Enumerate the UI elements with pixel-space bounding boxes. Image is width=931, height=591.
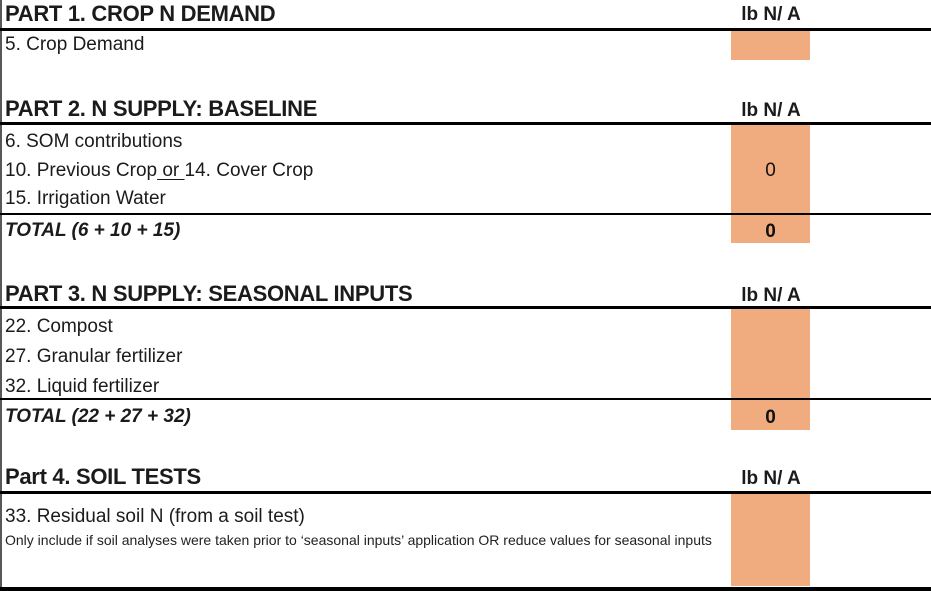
rule-bottom [0, 587, 931, 591]
rule-part1-header [0, 28, 931, 31]
or-underlined: or [157, 160, 185, 181]
row-label-compost: 22. Compost [5, 316, 113, 337]
row-label-irrigation-water: 15. Irrigation Water [5, 188, 166, 209]
rule-part2-total [0, 213, 931, 215]
rule-part4-header [0, 491, 931, 494]
section-title-part3: PART 3. N SUPPLY: SEASONAL INPUTS [5, 281, 413, 306]
total-cell-seasonal[interactable] [731, 400, 810, 430]
total-value-seasonal: 0 [765, 407, 776, 428]
rule-part3-header [0, 306, 931, 309]
sheet-left-border [0, 0, 2, 591]
total-cell-baseline[interactable] [731, 215, 810, 243]
row-label-crop-demand: 5. Crop Demand [5, 34, 145, 55]
unit-header-part2: lb N/ A [741, 100, 801, 121]
section-title-part2: PART 2. N SUPPLY: BASELINE [5, 96, 318, 121]
row-label-granular-fertilizer: 27. Granular fertilizer [5, 346, 183, 367]
total-label-baseline: TOTAL (6 + 10 + 15) [5, 220, 181, 241]
rule-part2-header [0, 122, 931, 125]
soil-test-note: Only include if soil analyses were taken… [5, 532, 712, 548]
unit-header-part4: lb N/ A [741, 468, 801, 489]
section-title-part1: PART 1. CROP N DEMAND [5, 1, 276, 26]
total-label-seasonal: TOTAL (22 + 27 + 32) [5, 406, 191, 427]
unit-header-part3: lb N/ A [741, 285, 801, 306]
row-label-som: 6. SOM contributions [5, 131, 183, 152]
row-label-previous-or-cover-crop: 10. Previous Crop or 14. Cover Crop [5, 160, 314, 181]
rule-part3-total [0, 398, 931, 400]
row-label-residual-soil-n: 33. Residual soil N (from a soil test) [5, 506, 305, 527]
total-value-baseline: 0 [765, 221, 776, 242]
input-cell-baseline-block[interactable] [731, 125, 810, 213]
input-cell-crop-demand[interactable] [731, 31, 810, 60]
input-cell-seasonal-block[interactable] [731, 309, 810, 398]
value-previous-crop[interactable]: 0 [765, 160, 776, 181]
input-cell-residual-soil-n[interactable] [731, 494, 810, 586]
row-label-liquid-fertilizer: 32. Liquid fertilizer [5, 376, 160, 397]
section-title-part4: Part 4. SOIL TESTS [5, 464, 201, 489]
unit-header-part1: lb N/ A [741, 4, 801, 25]
